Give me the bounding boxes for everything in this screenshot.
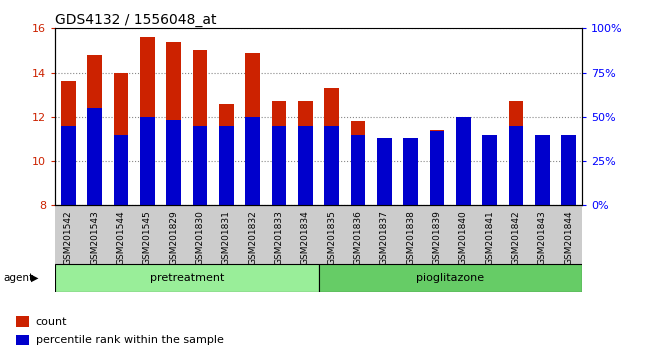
Text: count: count [36,317,67,327]
Bar [246,117,260,205]
Bar [298,101,313,205]
Bar [114,135,128,205]
Text: pretreatment: pretreatment [150,273,224,283]
Bar [140,117,155,205]
Bar [166,120,181,205]
Bar [430,131,444,205]
Bar [318,264,582,292]
Text: GSM201829: GSM201829 [169,210,178,265]
Bar [166,42,181,205]
Bar [193,126,207,205]
Bar [509,101,523,205]
Bar [482,135,497,205]
Text: ▶: ▶ [31,273,39,283]
Text: pioglitazone: pioglitazone [416,273,484,283]
Bar [562,161,576,205]
Text: GSM201840: GSM201840 [459,210,468,265]
Bar [351,121,365,205]
Text: GSM201832: GSM201832 [248,210,257,265]
Bar [535,135,549,205]
Bar [430,130,444,205]
Bar [272,101,286,205]
Bar [298,126,313,205]
Bar [140,37,155,205]
Text: GSM201834: GSM201834 [301,210,310,265]
Bar [193,51,207,205]
Text: GSM201843: GSM201843 [538,210,547,265]
Bar [114,73,128,205]
Bar [219,104,233,205]
Text: GSM201838: GSM201838 [406,210,415,265]
Text: GSM201545: GSM201545 [143,210,152,265]
Bar [55,264,318,292]
Bar [219,126,233,205]
Bar [324,88,339,205]
Text: GSM201841: GSM201841 [485,210,494,265]
Text: percentile rank within the sample: percentile rank within the sample [36,335,224,345]
Bar [61,126,75,205]
Bar [377,161,391,205]
Bar [456,117,471,205]
Bar [404,138,418,205]
Text: GSM201844: GSM201844 [564,210,573,265]
Bar [404,188,418,205]
Bar [509,126,523,205]
Text: agent: agent [3,273,33,283]
Bar [456,177,471,205]
Bar [535,166,549,205]
Text: GSM201830: GSM201830 [196,210,205,265]
Text: GSM201544: GSM201544 [116,210,125,265]
Text: GSM201833: GSM201833 [274,210,283,265]
Bar [562,135,576,205]
Text: GSM201831: GSM201831 [222,210,231,265]
Text: GSM201542: GSM201542 [64,210,73,265]
Bar [351,135,365,205]
Bar [324,126,339,205]
Bar [482,137,497,205]
Text: GDS4132 / 1556048_at: GDS4132 / 1556048_at [55,13,216,27]
Text: GSM201543: GSM201543 [90,210,99,265]
Text: GSM201836: GSM201836 [354,210,363,265]
Bar [61,81,75,205]
Bar [16,335,29,346]
Bar [246,53,260,205]
Bar [272,126,286,205]
Text: GSM201842: GSM201842 [512,210,521,265]
Bar [377,138,391,205]
Text: GSM201837: GSM201837 [380,210,389,265]
Text: GSM201835: GSM201835 [327,210,336,265]
Bar [88,55,102,205]
Bar [88,108,102,205]
Bar [16,316,29,327]
Text: GSM201839: GSM201839 [432,210,441,265]
